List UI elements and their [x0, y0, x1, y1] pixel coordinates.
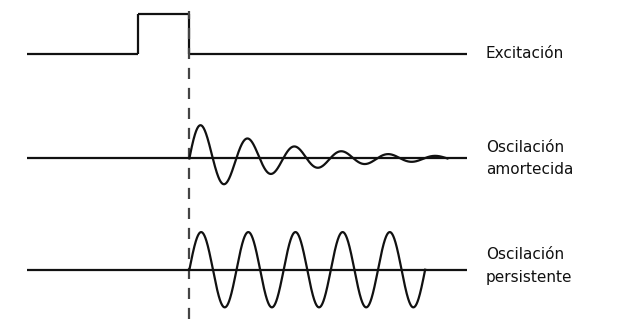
Text: Excitación: Excitación: [486, 46, 564, 61]
Text: amortecida: amortecida: [486, 162, 573, 178]
Text: Oscilación: Oscilación: [486, 140, 564, 154]
Text: Oscilación: Oscilación: [486, 248, 564, 262]
Text: persistente: persistente: [486, 270, 572, 285]
